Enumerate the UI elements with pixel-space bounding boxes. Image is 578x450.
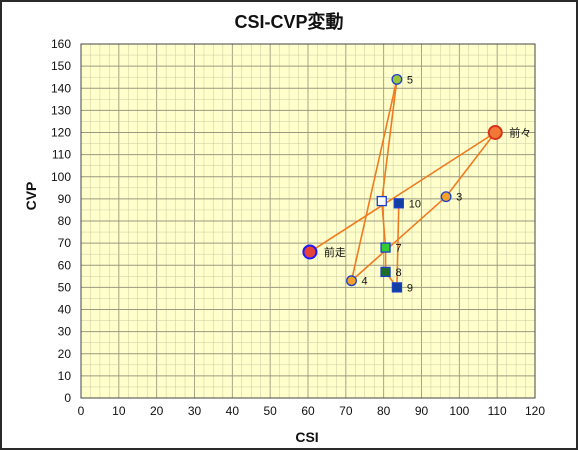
connecting-lines	[309, 79, 496, 288]
y-tick-label: 20	[58, 347, 72, 361]
point-labels: 前走 前々 3 4 5 7 89 10	[324, 74, 531, 294]
y-tick-label: 130	[51, 103, 71, 117]
y-tick-label: 120	[51, 126, 71, 140]
x-tick-label: 90	[415, 404, 429, 418]
data-point	[380, 242, 391, 253]
data-point	[346, 275, 357, 287]
x-tick-label: 20	[150, 404, 164, 418]
y-tick-labels: 0 10 20 30 40 50 60 70 80 90 100 110 120 130 140 150 160	[51, 37, 71, 405]
y-tick-label: 140	[51, 81, 71, 95]
data-points	[302, 73, 503, 293]
y-tick-label: 70	[58, 236, 72, 250]
x-tick-label: 50	[263, 404, 277, 418]
chart-title: CSI-CVP変動	[234, 11, 343, 32]
data-point	[302, 244, 318, 260]
connector-segment	[309, 131, 496, 253]
x-tick-label: 0	[78, 404, 85, 418]
y-tick-label: 60	[58, 258, 72, 272]
y-axis-title: CVP	[23, 182, 39, 211]
x-tick-label: 120	[525, 404, 545, 418]
point-label: 7	[396, 243, 402, 255]
point-label: 9	[407, 282, 413, 294]
data-point	[380, 266, 391, 278]
connector-segment	[380, 201, 387, 248]
x-tick-label: 80	[377, 404, 391, 418]
x-tick-label: 100	[449, 404, 469, 418]
x-tick-labels: 0 10 20 30 40 50 60 70 80 90 100 110 120	[78, 404, 546, 418]
data-point	[393, 198, 404, 209]
point-label: 4	[362, 276, 368, 288]
y-tick-label: 110	[52, 148, 71, 162]
y-tick-label: 160	[51, 37, 71, 51]
data-point	[376, 195, 387, 207]
y-tick-label: 100	[51, 170, 71, 184]
y-tick-label: 0	[64, 391, 71, 405]
point-label: 前々	[509, 126, 531, 140]
y-tick-label: 150	[51, 59, 71, 73]
point-label: 8	[396, 267, 402, 279]
x-tick-label: 60	[301, 404, 315, 418]
x-tick-label: 110	[488, 404, 507, 418]
data-point	[391, 73, 403, 85]
point-label: 5	[407, 74, 413, 86]
x-tick-label: 40	[226, 404, 240, 418]
y-tick-label: 10	[58, 369, 72, 383]
y-tick-label: 40	[58, 303, 72, 317]
point-label: 10	[409, 198, 421, 210]
y-tick-label: 90	[58, 192, 72, 206]
y-tick-label: 30	[58, 325, 72, 339]
point-label: 前走	[324, 245, 346, 259]
x-tick-label: 30	[188, 404, 202, 418]
connector-segment	[380, 79, 398, 202]
y-tick-label: 80	[58, 214, 72, 228]
point-label: 3	[456, 192, 462, 204]
plot-border	[80, 43, 536, 399]
data-point	[487, 125, 503, 140]
x-tick-label: 70	[339, 404, 353, 418]
y-tick-label: 50	[58, 280, 72, 294]
x-tick-label: 10	[112, 404, 126, 418]
data-point	[440, 191, 452, 203]
connector-segment	[396, 203, 400, 288]
x-axis-title: CSI	[295, 429, 318, 445]
connector-segment	[445, 132, 496, 198]
connector-segment	[350, 79, 398, 281]
data-point	[391, 282, 403, 293]
